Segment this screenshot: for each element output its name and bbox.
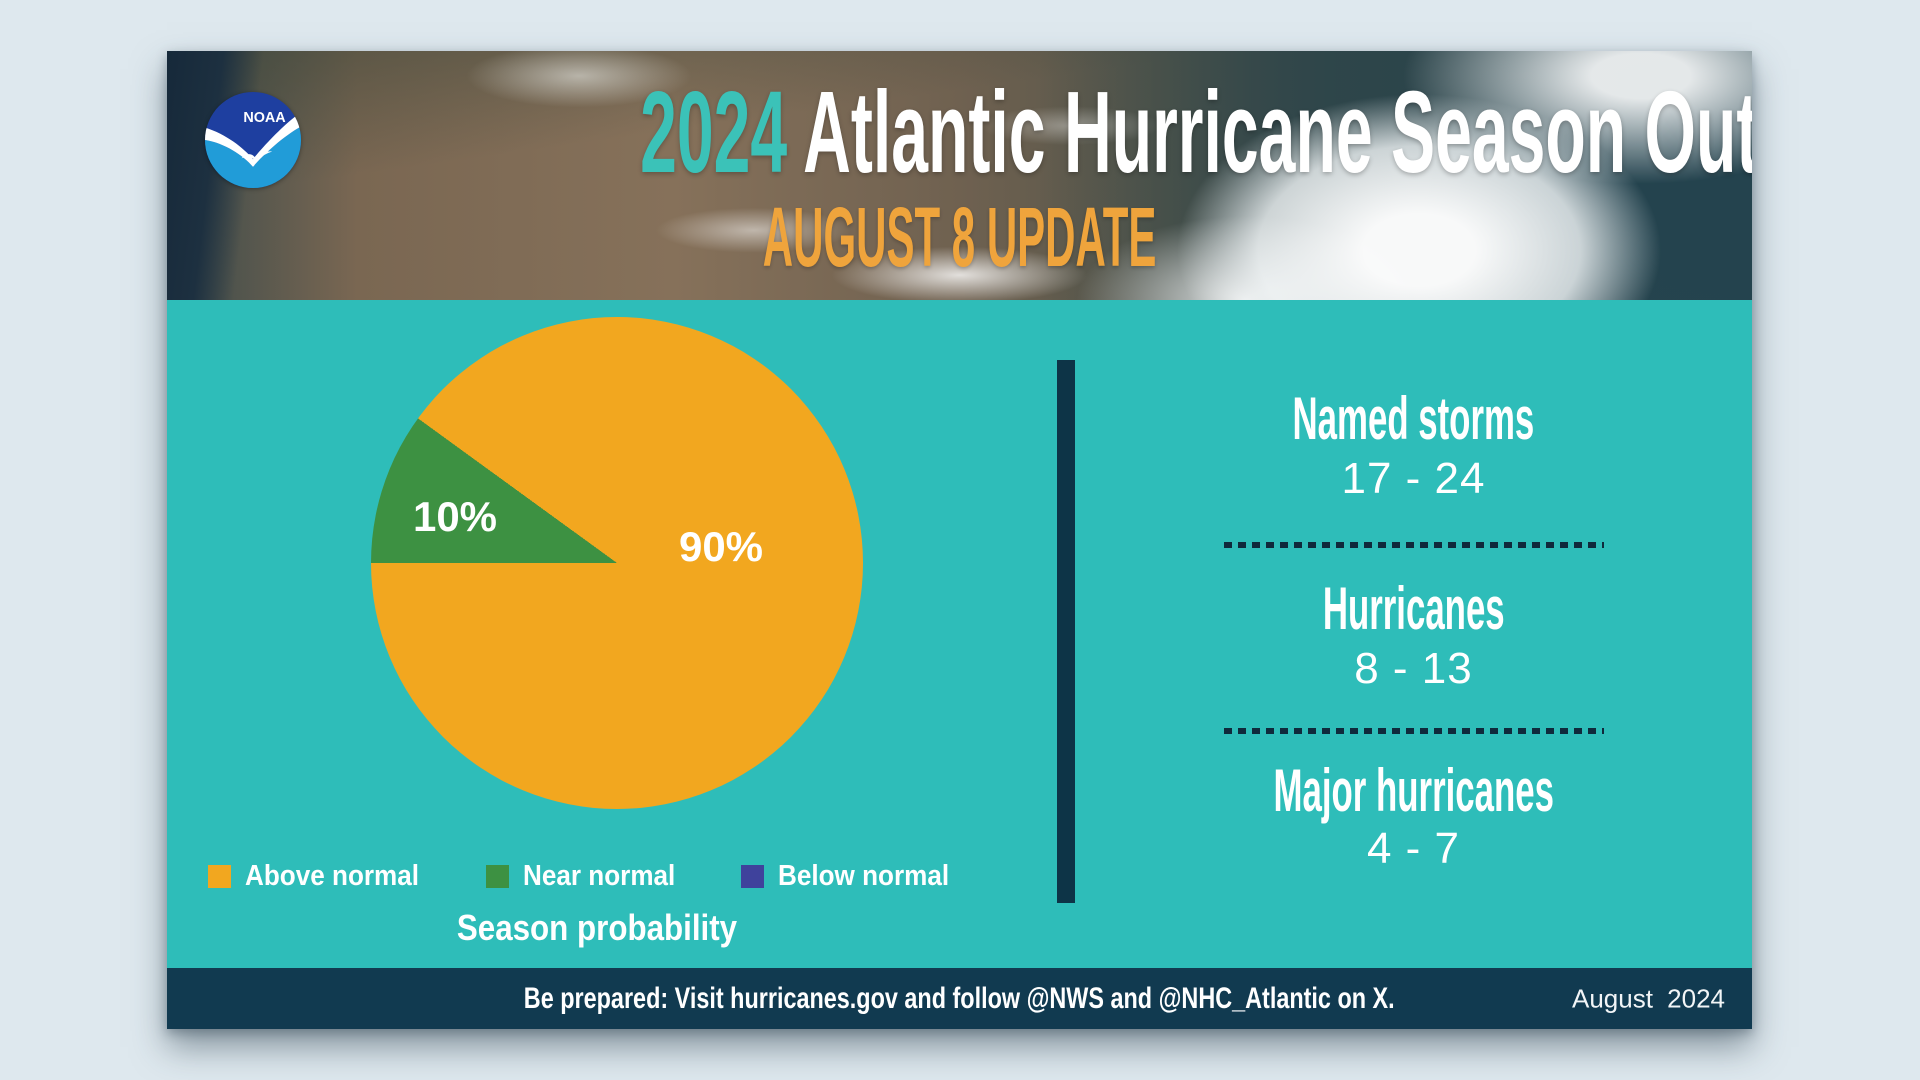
legend-item-near-normal: Near normal [486, 860, 692, 892]
legend-swatch-below-normal [741, 864, 764, 888]
legend-label-near-normal: Near normal [523, 859, 676, 892]
legend-swatch-near-normal [486, 864, 509, 888]
stat-heading-major-hurricanes: Major hurricanes [1273, 757, 1554, 824]
legend-label-below-normal: Below normal [778, 859, 950, 892]
stat-range-named-storms: 17 - 24 [1341, 454, 1486, 503]
dotted-separator [1223, 728, 1604, 734]
footer-date: August 2024 [1571, 983, 1725, 1013]
stat-heading-named-storms: Named storms [1292, 385, 1535, 452]
legend-item-below-normal: Below normal [741, 860, 968, 892]
pie-label-near-normal: 10% [412, 493, 498, 540]
noaa-logo-text: NOAA [243, 110, 286, 126]
pie-label-above-normal: 90% [678, 523, 764, 570]
footer-bar: Be prepared: Visit hurricanes.gov and fo… [167, 968, 1752, 1029]
stat-heading-hurricanes: Hurricanes [1322, 575, 1505, 642]
legend-label-above-normal: Above normal [245, 859, 420, 892]
stats-column: Named storms 17 - 24 Hurricanes 8 - 13 M… [1075, 300, 1752, 968]
header-satellite-banner: NOAA 2024 Atlantic Hurricane Season Outl… [167, 51, 1752, 300]
season-probability-pie-chart: 90% 10% [371, 317, 863, 809]
page-subtitle: AUGUST 8 UPDATE [167, 195, 1752, 279]
dotted-separator [1223, 542, 1604, 548]
noaa-logo: NOAA [205, 92, 301, 188]
legend-swatch-above-normal [208, 864, 231, 888]
vertical-divider [1057, 360, 1075, 903]
page-title: 2024 Atlantic Hurricane Season Outlook [167, 74, 1752, 190]
infographic-card: NOAA 2024 Atlantic Hurricane Season Outl… [167, 51, 1752, 1029]
legend-item-above-normal: Above normal [208, 860, 438, 892]
title-text: Atlantic Hurricane Season Outlook [803, 67, 1752, 197]
footer-message: Be prepared: Visit hurricanes.gov and fo… [524, 981, 1395, 1015]
noaa-logo-icon: NOAA [205, 92, 301, 188]
chart-title: Season probability [456, 907, 738, 948]
stat-range-hurricanes: 8 - 13 [1354, 644, 1473, 693]
subtitle-text: AUGUST 8 UPDATE [762, 190, 1157, 284]
title-year: 2024 [640, 67, 788, 197]
stat-range-major-hurricanes: 4 - 7 [1366, 824, 1461, 873]
main-content: 90% 10% Above normal Near normal Below n… [167, 300, 1752, 968]
